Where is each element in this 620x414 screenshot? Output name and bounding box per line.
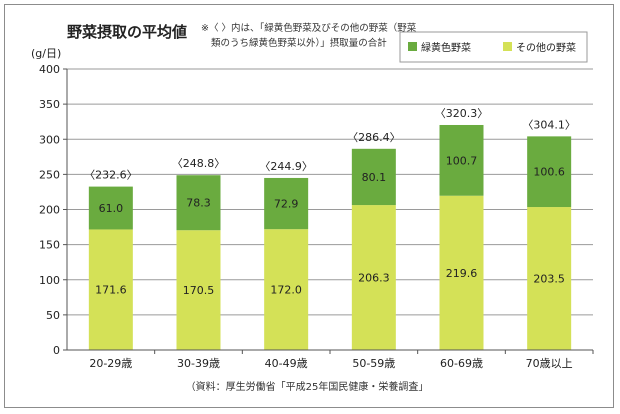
bar-segment-green (351, 148, 396, 206)
chart-title: 野菜摂取の平均値 (67, 23, 187, 41)
y-tick-label: 400 (39, 63, 60, 76)
legend-label-green: 緑黄色野菜 (421, 41, 471, 54)
bar-segment-green (439, 124, 484, 196)
total-label: 〈248.8〉 (172, 157, 226, 170)
legend-label-other: その他の野菜 (516, 41, 576, 54)
y-tick-label: 300 (39, 133, 60, 146)
axes: 0 50 100 150 200 250 300 350 400 20-29歳 30-39歳 40-4… (39, 63, 594, 370)
bar-segment-other (176, 230, 221, 350)
bar-segment-other (264, 229, 309, 350)
value-label-green: 80.1 (362, 171, 387, 184)
y-tick-label: 50 (46, 309, 60, 322)
bars: 171.6 61.0 〈232.6〉 170.5 78.3 〈248.8〉 172.0 72.… (84, 107, 576, 350)
total-label: 〈320.3〉 (435, 107, 489, 120)
value-label-green: 72.9 (274, 198, 299, 211)
bar-segment-other (527, 207, 572, 350)
x-category-label: 50-59歳 (352, 357, 395, 370)
y-tick-label: 100 (39, 274, 60, 287)
total-label: 〈304.1〉 (522, 118, 576, 131)
y-tick-label: 0 (53, 344, 60, 357)
value-label-other: 203.5 (533, 273, 565, 286)
y-tick-label: 150 (39, 239, 60, 252)
x-category-label: 70歳以上 (526, 357, 573, 370)
value-label-green: 100.6 (533, 166, 565, 179)
x-category-label: 40-49歳 (265, 357, 308, 370)
value-label-other: 171.6 (95, 284, 127, 297)
bar-segment-green (176, 175, 221, 231)
total-label: 〈244.9〉 (259, 160, 313, 173)
y-tick-label: 200 (39, 204, 60, 217)
y-axis-unit: (g/日) (31, 47, 61, 60)
legend-swatch-other (503, 42, 512, 51)
x-category-label: 30-39歳 (177, 357, 220, 370)
value-label-other: 206.3 (358, 272, 390, 285)
legend-swatch-green (408, 42, 417, 51)
grid-lines (67, 68, 593, 316)
bar-segment-other (88, 229, 133, 350)
y-tick-label: 350 (39, 98, 60, 111)
chart-frame: 野菜摂取の平均値 ※〈 〉内は、「緑黄色野菜及びその他の野菜（野菜 類のうち緑黄… (4, 4, 614, 408)
bar-segment-other (351, 205, 396, 350)
bar-segment-green (527, 136, 572, 208)
stacked-bar-chart: 野菜摂取の平均値 ※〈 〉内は、「緑黄色野菜及びその他の野菜（野菜 類のうち緑黄… (31, 22, 594, 393)
total-label: 〈232.6〉 (84, 169, 138, 182)
x-category-label: 20-29歳 (89, 357, 132, 370)
total-label: 〈286.4〉 (347, 131, 401, 144)
value-label-other: 170.5 (183, 284, 215, 297)
value-label-other: 172.0 (270, 284, 302, 297)
bar-segment-green (264, 177, 309, 230)
value-label-green: 78.3 (186, 197, 211, 210)
chart-note-line-1: ※〈 〉内は、「緑黄色野菜及びその他の野菜（野菜 (201, 22, 417, 34)
chart-note-line-2: 類のうち緑黄色野菜以外）」摂取量の合計 (211, 37, 387, 49)
bar-segment-other (439, 195, 484, 350)
value-label-green: 61.0 (99, 202, 124, 215)
value-label-other: 219.6 (446, 267, 478, 280)
y-tick-label: 250 (39, 168, 60, 181)
x-category-label: 60-69歳 (440, 357, 483, 370)
value-label-green: 100.7 (446, 154, 478, 167)
legend-box (399, 31, 588, 63)
bar-segment-green (88, 186, 133, 230)
source-note: （資料：厚生労働省「平成25年国民健康・栄養調査」 (186, 380, 429, 393)
